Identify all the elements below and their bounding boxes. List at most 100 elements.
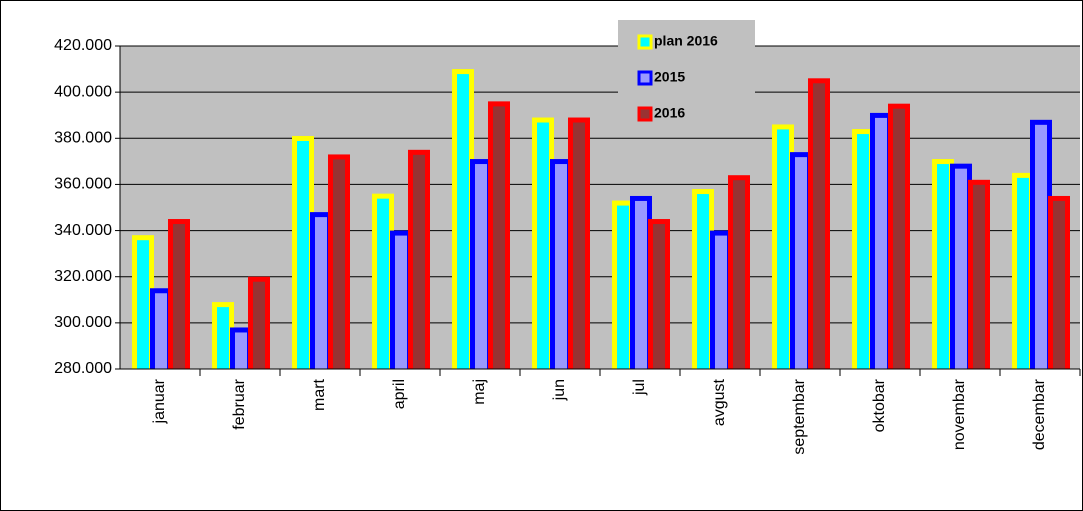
bar bbox=[568, 117, 590, 370]
bar bbox=[310, 212, 332, 369]
bar bbox=[888, 103, 910, 369]
bar-inner bbox=[875, 117, 887, 370]
bar-inner bbox=[235, 332, 247, 369]
bar bbox=[932, 159, 954, 369]
x-tick-label: januar bbox=[151, 378, 168, 424]
bar-inner bbox=[1017, 177, 1029, 369]
bar bbox=[532, 117, 554, 370]
bar bbox=[408, 149, 430, 369]
bar-inner bbox=[955, 168, 967, 369]
plot-area bbox=[120, 46, 1080, 369]
bar-inner bbox=[297, 140, 309, 369]
bar-inner bbox=[333, 159, 345, 369]
x-tick-label: februar bbox=[231, 378, 248, 429]
bar bbox=[1030, 119, 1052, 369]
bar bbox=[870, 112, 892, 370]
bar-inner bbox=[315, 217, 327, 369]
bar bbox=[692, 189, 714, 369]
bar-inner bbox=[155, 293, 167, 369]
y-tick-label: 300.000 bbox=[54, 314, 112, 331]
bar-inner bbox=[173, 224, 185, 369]
bar bbox=[1048, 195, 1070, 369]
legend-marker bbox=[637, 34, 653, 50]
bar bbox=[808, 78, 830, 370]
x-tick-label: jun bbox=[551, 379, 568, 401]
bar-inner bbox=[457, 74, 469, 370]
bar-inner bbox=[573, 122, 585, 370]
bar bbox=[212, 302, 234, 369]
bar bbox=[230, 327, 252, 369]
y-tick-label: 400.000 bbox=[54, 83, 112, 100]
bar bbox=[292, 135, 314, 369]
x-tick-label: avgust bbox=[711, 378, 728, 426]
bar bbox=[132, 235, 154, 369]
bar-inner bbox=[777, 129, 789, 369]
x-tick-label: jul bbox=[631, 379, 648, 396]
bar bbox=[790, 152, 812, 369]
bar-inner bbox=[813, 83, 825, 370]
x-tick-label: april bbox=[391, 379, 408, 409]
bar-inner bbox=[715, 235, 727, 369]
y-tick-label: 360.000 bbox=[54, 176, 112, 193]
bar-inner bbox=[973, 184, 985, 369]
bar bbox=[248, 276, 270, 369]
bar bbox=[328, 154, 350, 369]
bar bbox=[648, 219, 670, 369]
y-tick-label: 420.000 bbox=[54, 37, 112, 54]
y-tick-label: 280.000 bbox=[54, 360, 112, 377]
bar bbox=[372, 193, 394, 369]
bar-inner bbox=[377, 198, 389, 369]
legend-marker bbox=[637, 106, 653, 122]
bar-inner bbox=[137, 240, 149, 369]
x-tick-label: decembar bbox=[1031, 378, 1048, 450]
x-tick-label: novembar bbox=[951, 378, 968, 450]
bar-inner bbox=[217, 307, 229, 369]
bar-inner bbox=[253, 281, 265, 369]
bar-inner bbox=[697, 194, 709, 369]
bar-inner bbox=[493, 106, 505, 369]
bar-inner bbox=[1053, 200, 1065, 369]
legend-marker bbox=[637, 70, 653, 86]
y-tick-label: 340.000 bbox=[54, 222, 112, 239]
bar-inner bbox=[893, 108, 905, 369]
x-tick-label: maj bbox=[471, 379, 488, 405]
bar-inner bbox=[857, 134, 869, 369]
bar bbox=[1012, 172, 1034, 369]
legend-label: 2016 bbox=[654, 105, 685, 121]
bar bbox=[390, 230, 412, 369]
bar bbox=[550, 159, 572, 369]
x-tick-label: septembar bbox=[791, 378, 808, 454]
bar-inner bbox=[617, 205, 629, 369]
bar bbox=[630, 195, 652, 369]
bar bbox=[150, 288, 172, 369]
bar bbox=[852, 129, 874, 369]
bar bbox=[612, 200, 634, 369]
bar-inner bbox=[475, 164, 487, 369]
x-tick-label: mart bbox=[311, 378, 328, 411]
bar bbox=[728, 175, 750, 369]
y-tick-label: 320.000 bbox=[54, 268, 112, 285]
bar-inner bbox=[413, 154, 425, 369]
bar bbox=[452, 69, 474, 370]
bar-inner bbox=[555, 164, 567, 369]
bar bbox=[950, 163, 972, 369]
bar bbox=[488, 101, 510, 369]
bar-inner bbox=[795, 157, 807, 369]
bar-inner bbox=[537, 122, 549, 370]
bar-inner bbox=[733, 180, 745, 369]
x-tick-label: oktobar bbox=[871, 378, 888, 432]
bar-inner bbox=[653, 224, 665, 369]
legend-label: 2015 bbox=[654, 69, 685, 85]
bar bbox=[710, 230, 732, 369]
bar-inner bbox=[635, 200, 647, 369]
bar-inner bbox=[395, 235, 407, 369]
bar bbox=[168, 219, 190, 369]
legend-label: plan 2016 bbox=[654, 33, 718, 49]
bar bbox=[470, 159, 492, 369]
bar-inner bbox=[1035, 124, 1047, 369]
bar-inner bbox=[937, 164, 949, 369]
bar bbox=[772, 124, 794, 369]
bar bbox=[968, 179, 990, 369]
y-tick-label: 380.000 bbox=[54, 130, 112, 147]
